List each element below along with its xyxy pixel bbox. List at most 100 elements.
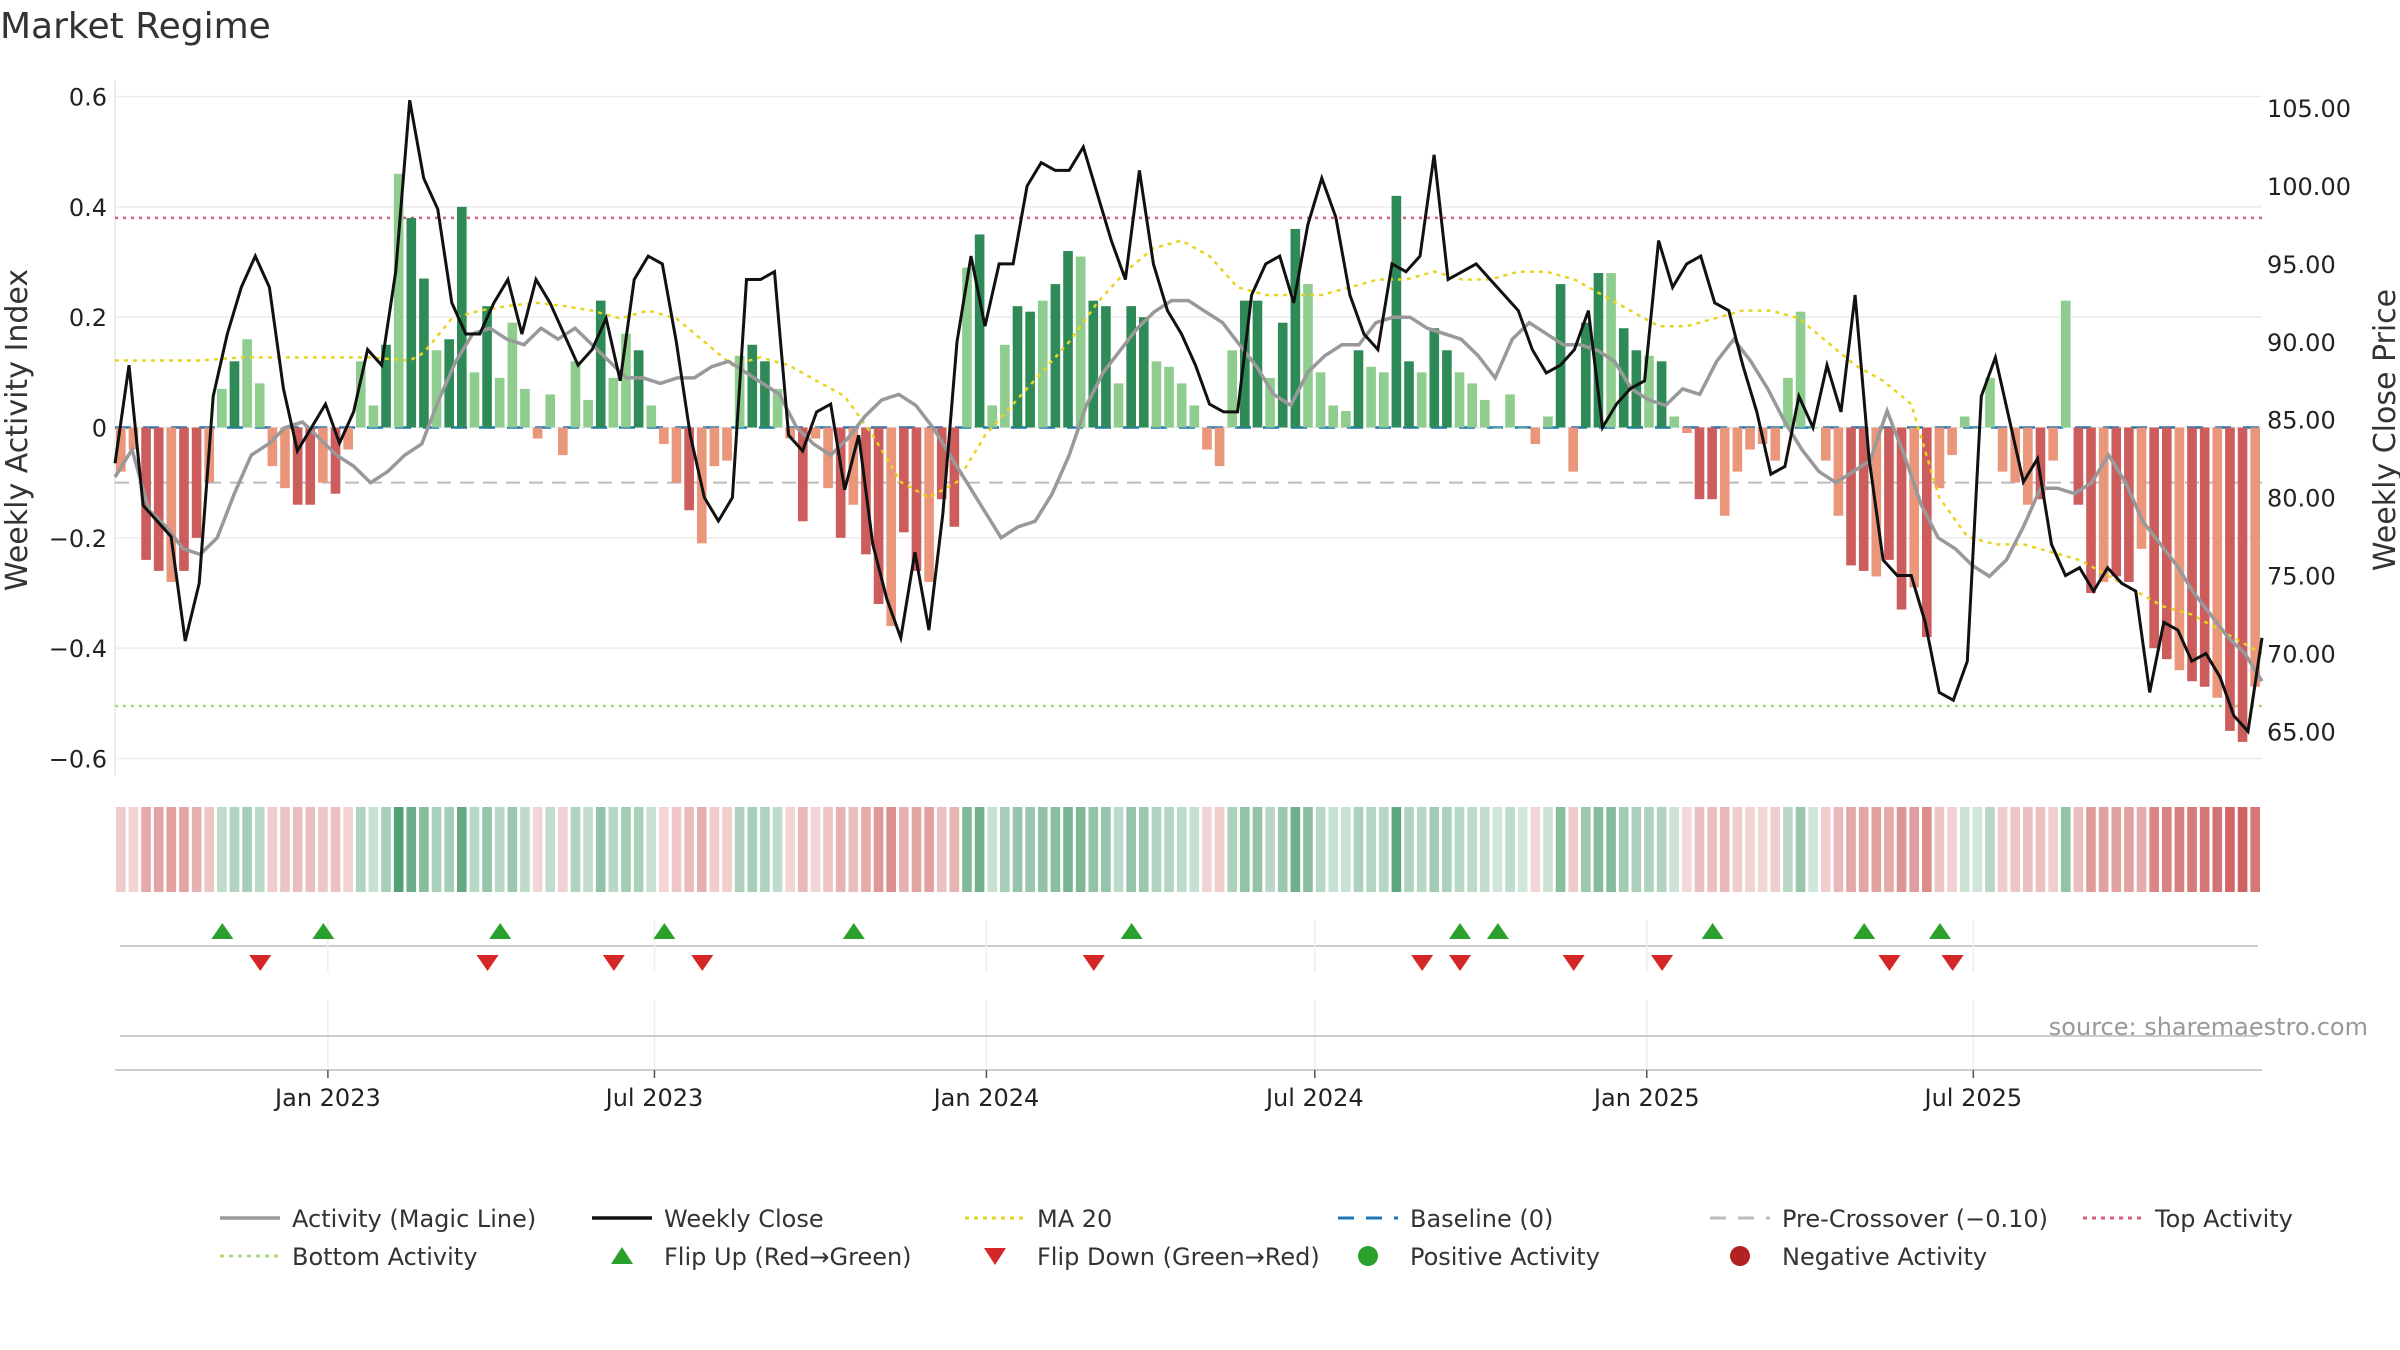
regime-cell xyxy=(797,807,808,892)
activity-bar xyxy=(1063,250,1073,428)
y-tick-label: 0.6 xyxy=(69,84,107,112)
regime-cell xyxy=(116,807,126,892)
regime-cell xyxy=(532,807,543,892)
regime-cell xyxy=(381,807,391,892)
regime-cell xyxy=(2161,807,2172,892)
activity-bar xyxy=(583,399,593,428)
regime-cell xyxy=(1454,807,1465,892)
activity-bar xyxy=(469,372,480,428)
regime-cell xyxy=(1404,807,1414,892)
activity-bar xyxy=(1037,300,1048,428)
activity-bar xyxy=(507,322,518,428)
flip-markers-panel xyxy=(120,920,2258,972)
regime-cell xyxy=(1492,807,1503,892)
activity-bar xyxy=(1189,405,1200,428)
legend-label: Flip Down (Green→Red) xyxy=(1037,1243,1320,1271)
regime-cell xyxy=(722,807,732,892)
regime-cell xyxy=(1568,807,1579,892)
regime-cell xyxy=(1783,807,1793,892)
regime-cell xyxy=(482,807,492,892)
regime-cell xyxy=(1669,807,1680,892)
y2-tick-label: 105.00 xyxy=(2267,95,2351,123)
activity-bar xyxy=(1303,284,1313,428)
flip-down-marker xyxy=(1411,955,1434,971)
legend-label: Negative Activity xyxy=(1782,1243,1987,1271)
activity-bar xyxy=(292,427,303,505)
activity-bar xyxy=(2174,427,2185,671)
x-tick-label: Jul 2025 xyxy=(1922,1084,2022,1112)
activity-bar xyxy=(1985,377,1995,428)
activity-bar xyxy=(1581,322,1591,428)
regime-cell xyxy=(760,807,770,892)
activity-bar xyxy=(1012,306,1023,428)
legend-label: Bottom Activity xyxy=(292,1243,477,1271)
y-axis-label: Weekly Activity Index xyxy=(0,269,35,591)
activity-bar xyxy=(684,427,694,511)
regime-cell xyxy=(1997,807,2008,892)
activity-bar xyxy=(318,427,328,483)
regime-cell xyxy=(1075,807,1086,892)
legend-swatch xyxy=(984,1248,1006,1265)
activity-bar xyxy=(1644,355,1654,428)
regime-cell xyxy=(1530,807,1541,892)
activity-bar xyxy=(1113,383,1124,428)
regime-cell xyxy=(2199,807,2210,892)
ma20-line xyxy=(115,239,2263,655)
regime-cell xyxy=(153,807,164,892)
regime-cell xyxy=(1416,807,1427,892)
activity-bar xyxy=(1745,427,1755,450)
activity-bar xyxy=(2010,427,2021,483)
activity-bar xyxy=(1265,377,1275,428)
regime-cell xyxy=(204,807,215,892)
activity-bar xyxy=(330,427,341,494)
regime-cell xyxy=(1290,807,1301,892)
x-tick-label: Jul 2024 xyxy=(1264,1084,1364,1112)
regime-cell xyxy=(1719,807,1730,892)
activity-bar xyxy=(835,427,846,538)
regime-cell xyxy=(659,807,669,892)
flip-down-marker xyxy=(1651,955,1674,971)
regime-cell xyxy=(1972,807,1983,892)
regime-cell xyxy=(2098,807,2109,892)
activity-bar xyxy=(1088,300,1099,428)
regime-cell xyxy=(570,807,581,892)
activity-bar xyxy=(1126,306,1136,428)
activity-bar xyxy=(1909,427,1920,588)
regime-cell xyxy=(2060,807,2071,892)
activity-bar xyxy=(1277,322,1288,428)
regime-cell xyxy=(583,807,593,892)
activity-bar xyxy=(1202,427,1212,450)
activity-bar xyxy=(899,427,909,533)
activity-bar xyxy=(1214,427,1225,467)
activity-bar xyxy=(1341,410,1351,428)
flip-down-marker xyxy=(1562,955,1585,971)
bottom-panel xyxy=(115,1000,2262,1071)
activity-bar xyxy=(1820,427,1831,461)
activity-bar xyxy=(456,206,467,428)
regime-cell xyxy=(1366,807,1376,892)
y2-axis-ticks: 105.00 100.00 95.00 90.00 85.00 80.00 75.00 70.… xyxy=(2267,95,2351,746)
regime-cell xyxy=(962,807,972,892)
regime-cell xyxy=(2225,807,2235,892)
activity-bar xyxy=(1252,300,1263,428)
activity-bar xyxy=(760,361,770,428)
flip-down-marker xyxy=(1941,955,1964,971)
regime-cell xyxy=(1884,807,1894,892)
activity-bar xyxy=(229,361,240,428)
y-axis-ticks: 0.6 0.4 0.2 0 −0.2 −0.4 −0.6 xyxy=(49,84,107,774)
legend-label: Pre-Crossover (−0.10) xyxy=(1782,1205,2048,1233)
regime-cell xyxy=(671,807,682,892)
regime-cell xyxy=(545,807,556,892)
activity-bar xyxy=(1846,427,1856,566)
x-tick-label: Jan 2023 xyxy=(273,1084,381,1112)
regime-cell xyxy=(747,807,758,892)
regime-cell xyxy=(595,807,606,892)
regime-cell xyxy=(1707,807,1717,892)
regime-cell xyxy=(1315,807,1326,892)
activity-bar xyxy=(1151,361,1162,428)
activity-bar xyxy=(2212,427,2223,698)
activity-bar xyxy=(116,427,126,472)
activity-bar xyxy=(1000,344,1010,428)
source-note: source: sharemaestro.com xyxy=(2049,1013,2368,1041)
activity-bar xyxy=(1606,273,1616,428)
